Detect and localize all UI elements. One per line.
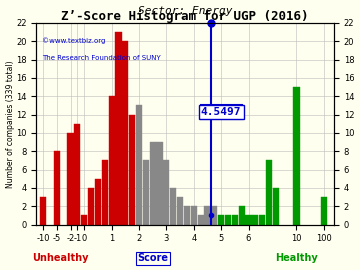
Bar (129, 114, 135, 225)
Bar (259, 215, 265, 225)
Bar (163, 160, 170, 225)
Bar (122, 41, 129, 225)
Bar (157, 142, 163, 225)
Text: Healthy: Healthy (275, 253, 318, 263)
Text: ©www.textbiz.org: ©www.textbiz.org (42, 37, 105, 44)
Bar (40, 197, 46, 225)
Bar (102, 160, 108, 225)
Bar (54, 151, 60, 225)
Text: Score: Score (137, 253, 168, 263)
Bar (143, 160, 149, 225)
Title: Z’-Score Histogram for UGP (2016): Z’-Score Histogram for UGP (2016) (62, 10, 309, 23)
Bar (177, 197, 183, 225)
Bar (136, 105, 142, 225)
Bar (252, 215, 258, 225)
Bar (88, 188, 94, 225)
Bar (150, 142, 156, 225)
Bar (67, 133, 73, 225)
Text: Unhealthy: Unhealthy (32, 253, 89, 263)
Bar (108, 96, 115, 225)
Bar (191, 206, 197, 225)
Bar (95, 179, 101, 225)
Bar (81, 215, 87, 225)
Bar (246, 215, 252, 225)
Bar (293, 87, 300, 225)
Bar (232, 215, 238, 225)
Bar (239, 206, 245, 225)
Bar (198, 215, 204, 225)
Bar (266, 160, 272, 225)
Text: Sector: Energy: Sector: Energy (138, 6, 233, 16)
Y-axis label: Number of companies (339 total): Number of companies (339 total) (5, 60, 14, 188)
Bar (225, 215, 231, 225)
Bar (184, 206, 190, 225)
Bar (74, 124, 80, 225)
Bar (115, 32, 122, 225)
Bar (321, 197, 327, 225)
Bar (218, 215, 224, 225)
Bar (204, 206, 211, 225)
Bar (170, 188, 176, 225)
Text: 4.5497: 4.5497 (201, 107, 242, 117)
Bar (273, 188, 279, 225)
Text: The Research Foundation of SUNY: The Research Foundation of SUNY (42, 55, 161, 61)
Bar (211, 206, 217, 225)
